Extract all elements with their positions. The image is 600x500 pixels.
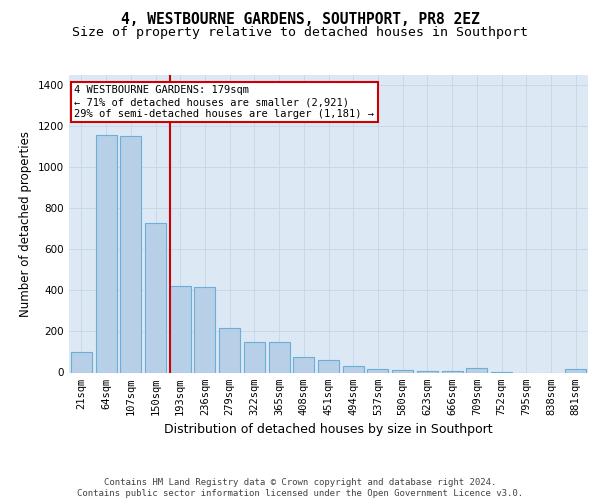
Text: Size of property relative to detached houses in Southport: Size of property relative to detached ho…: [72, 26, 528, 39]
Bar: [269, 342, 290, 372]
Bar: [466, 368, 487, 372]
Text: 4 WESTBOURNE GARDENS: 179sqm
← 71% of detached houses are smaller (2,921)
29% of: 4 WESTBOURNE GARDENS: 179sqm ← 71% of de…: [74, 86, 374, 118]
Bar: [367, 370, 388, 372]
Bar: [170, 286, 191, 372]
Bar: [145, 222, 166, 372]
Bar: [71, 352, 92, 372]
Bar: [293, 357, 314, 372]
Bar: [318, 360, 339, 372]
Y-axis label: Number of detached properties: Number of detached properties: [19, 130, 32, 317]
Bar: [343, 366, 364, 372]
Text: Contains HM Land Registry data © Crown copyright and database right 2024.
Contai: Contains HM Land Registry data © Crown c…: [77, 478, 523, 498]
X-axis label: Distribution of detached houses by size in Southport: Distribution of detached houses by size …: [164, 423, 493, 436]
Text: 4, WESTBOURNE GARDENS, SOUTHPORT, PR8 2EZ: 4, WESTBOURNE GARDENS, SOUTHPORT, PR8 2E…: [121, 12, 479, 28]
Bar: [392, 370, 413, 372]
Bar: [219, 328, 240, 372]
Bar: [565, 370, 586, 372]
Bar: [95, 134, 116, 372]
Bar: [194, 288, 215, 372]
Bar: [417, 371, 438, 372]
Bar: [120, 136, 141, 372]
Bar: [244, 342, 265, 372]
